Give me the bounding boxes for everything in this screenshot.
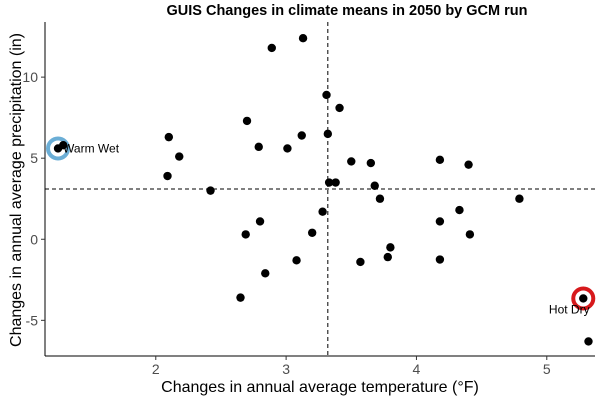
data-point [283,144,292,153]
data-point [324,178,334,187]
data-point [465,230,475,239]
data-point [383,252,392,262]
data-point [455,205,464,215]
data-point [164,132,174,142]
data-point [297,131,306,140]
chart-title: GUIS Changes in climate means in 2050 by… [167,3,528,19]
x-tick-label: 4 [413,361,421,377]
data-point [335,103,344,113]
data-point [175,152,184,161]
data-point [206,186,215,195]
data-point [298,34,308,43]
data-point [584,337,593,346]
data-point [255,217,265,226]
data-point [347,157,356,166]
data-point [236,293,245,302]
x-tick-label: 5 [543,361,551,377]
highlight-ring [571,286,596,311]
data-point [356,257,365,267]
data-point [307,228,317,237]
data-point [515,194,524,203]
plot-area: 2 3 4 5 -5 0 5 10 Warm Wet Hot Dry [22,22,596,377]
data-point [261,269,270,278]
data-point [59,141,68,150]
data-point [375,194,385,203]
data-point [267,43,276,53]
y-tick-label: 5 [30,150,38,166]
data-point [370,181,379,190]
data-point [435,255,445,264]
highlight-ring [46,136,71,161]
data-point [464,160,473,169]
x-axis-title: Changes in annual average temperature (°… [161,379,479,396]
annotation-warm-wet: Warm Wet [63,141,120,155]
data-point [323,129,333,139]
data-point [242,116,252,126]
y-tick-label: 0 [30,231,38,247]
data-point [292,256,301,265]
annotation-hot-dry: Hot Dry [549,302,590,316]
data-point [318,207,327,216]
data-point [163,171,172,181]
data-point [435,217,445,226]
x-tick-label: 3 [282,361,290,377]
data-point [322,90,331,100]
data-point [435,155,445,165]
data-point [331,178,340,187]
data-point [254,142,263,152]
y-tick-label: -5 [26,312,39,328]
y-axis-title: Changes in annual average precipitation … [8,33,25,347]
data-point [366,158,376,168]
x-tick-label: 2 [152,361,160,377]
data-point [241,230,250,239]
y-tick-label: 10 [22,69,38,85]
data-point [579,294,588,303]
data-point [386,243,395,252]
